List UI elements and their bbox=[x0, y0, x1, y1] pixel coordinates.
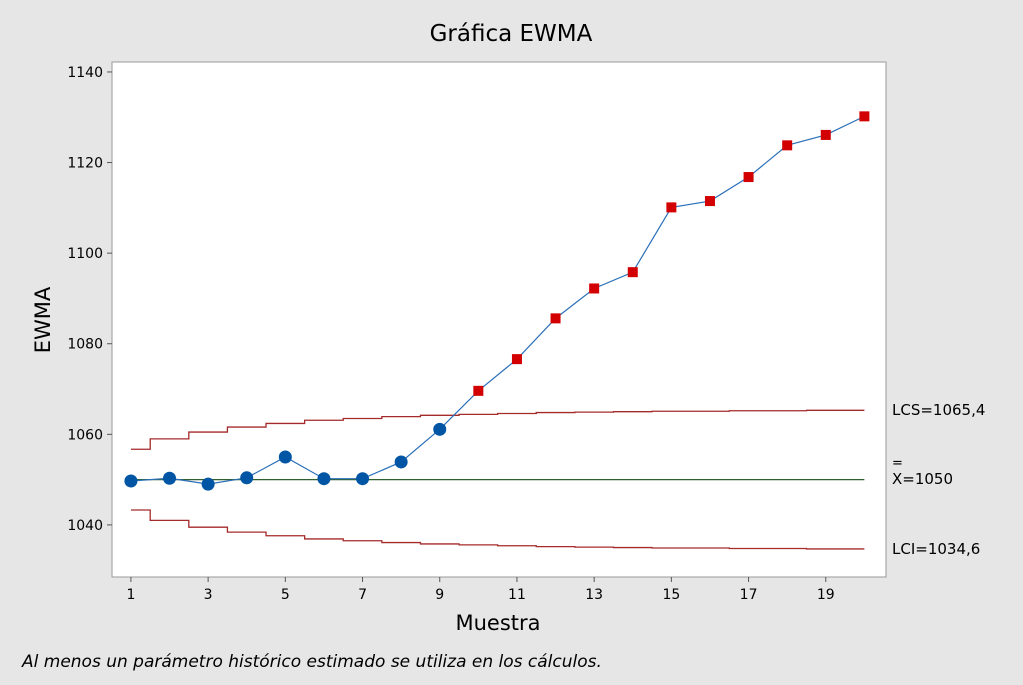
ewma-point bbox=[163, 471, 177, 485]
ucl-label: LCS=1065,4 bbox=[892, 401, 985, 419]
x-tick-label: 7 bbox=[358, 587, 367, 603]
x-tick-label: 9 bbox=[435, 587, 444, 603]
ewma-point-out-of-control bbox=[627, 267, 638, 278]
x-tick-label: 11 bbox=[508, 587, 526, 603]
footnote: Al menos un parámetro histórico estimado… bbox=[21, 652, 602, 672]
cl-bar-label: = bbox=[892, 456, 903, 471]
ewma-point bbox=[433, 422, 447, 436]
ewma-point-out-of-control bbox=[782, 140, 793, 151]
x-tick-label: 13 bbox=[585, 587, 603, 603]
y-axis-label: EWMA bbox=[31, 286, 55, 353]
ewma-point-out-of-control bbox=[704, 196, 715, 207]
y-tick-label: 1080 bbox=[67, 337, 103, 353]
y-tick-label: 1060 bbox=[67, 427, 103, 443]
ewma-point bbox=[278, 450, 292, 464]
ewma-point-out-of-control bbox=[859, 111, 870, 122]
x-tick-label: 3 bbox=[204, 587, 213, 603]
x-tick-label: 15 bbox=[662, 587, 680, 603]
ewma-point bbox=[317, 472, 331, 486]
ewma-point-out-of-control bbox=[550, 313, 561, 324]
x-axis: 1 3 5 7 9 11 13 15 17 19 bbox=[126, 577, 835, 603]
ucl-line bbox=[130, 409, 865, 450]
ewma-point bbox=[394, 455, 408, 469]
y-tick-label: 1120 bbox=[67, 156, 103, 172]
x-axis-label: Muestra bbox=[455, 611, 540, 635]
ewma-point-out-of-control bbox=[473, 385, 484, 396]
ewma-line bbox=[130, 115, 865, 485]
x-tick-label: 19 bbox=[817, 587, 835, 603]
cl-label: X=1050 bbox=[892, 470, 953, 488]
x-tick-label: 17 bbox=[740, 587, 758, 603]
y-tick-label: 1100 bbox=[67, 246, 103, 262]
ewma-point bbox=[201, 477, 215, 491]
ewma-point bbox=[124, 474, 138, 488]
ewma-point-out-of-control bbox=[743, 172, 754, 183]
y-tick-label: 1040 bbox=[67, 518, 103, 534]
y-tick-label: 1140 bbox=[67, 65, 103, 81]
x-tick-label: 5 bbox=[281, 587, 290, 603]
y-axis: 1040 1060 1080 1100 1120 1140 bbox=[67, 65, 112, 534]
x-tick-label: 1 bbox=[126, 587, 135, 603]
plot-area bbox=[111, 61, 887, 578]
chart-title: Gráfica EWMA bbox=[430, 21, 593, 47]
plot-marks bbox=[124, 111, 870, 550]
ewma-point bbox=[240, 471, 254, 485]
ewma-point-out-of-control bbox=[666, 202, 677, 213]
lcl-label: LCI=1034,6 bbox=[892, 540, 980, 558]
ewma-point-out-of-control bbox=[820, 129, 831, 140]
ewma-point-out-of-control bbox=[511, 354, 522, 365]
ewma-point bbox=[356, 472, 370, 486]
ewma-point-out-of-control bbox=[589, 283, 600, 294]
lcl-line bbox=[130, 509, 865, 550]
